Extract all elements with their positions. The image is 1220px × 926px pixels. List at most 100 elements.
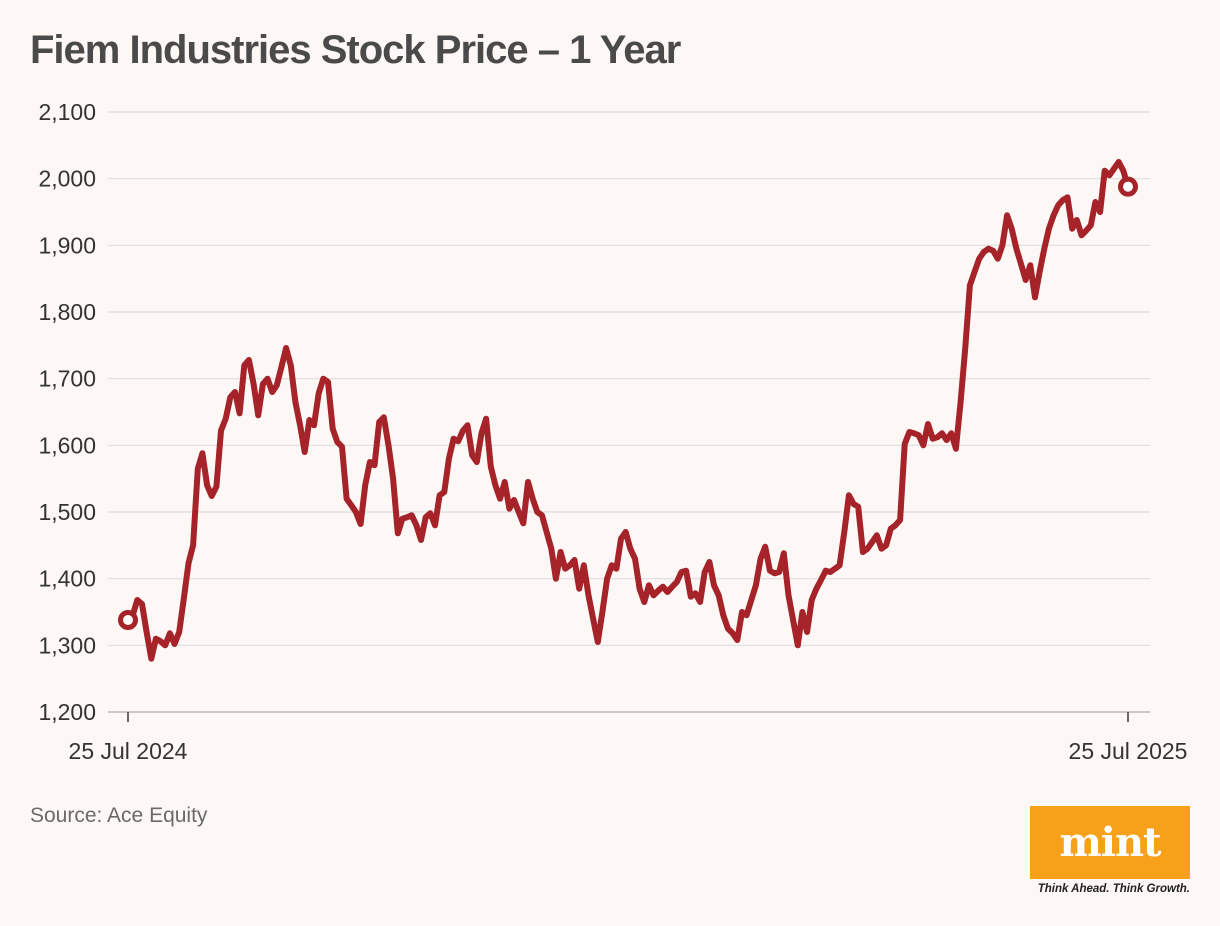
data-point: [386, 443, 391, 448]
data-point: [921, 443, 926, 448]
data-point: [563, 566, 568, 571]
data-point: [819, 578, 824, 583]
data-point: [619, 536, 624, 541]
data-point: [893, 523, 898, 528]
source-note: Source: Ace Equity: [30, 804, 208, 827]
data-point: [721, 613, 726, 618]
data-point: [544, 530, 549, 535]
data-point: [1074, 218, 1079, 223]
data-point: [991, 248, 996, 253]
data-point: [177, 630, 182, 635]
data-point: [260, 382, 265, 387]
data-point: [977, 256, 982, 261]
data-point: [270, 390, 275, 395]
data-point: [567, 563, 572, 568]
data-point: [763, 544, 768, 549]
data-point: [642, 600, 647, 605]
data-point: [832, 566, 837, 571]
data-point: [930, 436, 935, 441]
data-point: [363, 483, 368, 488]
data-point: [1042, 246, 1047, 251]
data-point: [605, 576, 610, 581]
data-point: [1065, 195, 1070, 200]
data-point: [349, 503, 354, 508]
chart-title: Fiem Industries Stock Price – 1 Year: [30, 28, 681, 72]
data-point: [823, 568, 828, 573]
data-point: [758, 556, 763, 561]
data-point: [228, 395, 233, 400]
data-point: [442, 490, 447, 495]
data-point: [330, 426, 335, 431]
data-point: [1032, 295, 1037, 300]
data-point: [591, 616, 596, 621]
data-point: [716, 593, 721, 598]
data-point: [223, 416, 228, 421]
data-point: [791, 618, 796, 623]
data-point: [986, 246, 991, 251]
data-point: [688, 594, 693, 599]
data-point: [335, 440, 340, 445]
data-point: [539, 513, 544, 518]
data-point: [744, 613, 749, 618]
data-point: [595, 640, 600, 645]
data-point: [465, 423, 470, 428]
data-point: [516, 510, 521, 515]
data-point: [163, 643, 168, 648]
data-point: [767, 568, 772, 573]
data-point: [609, 563, 614, 568]
data-point: [1023, 278, 1028, 283]
data-point: [214, 484, 219, 489]
data-point: [451, 436, 456, 441]
data-point: [512, 498, 517, 503]
data-point: [939, 431, 944, 436]
data-point: [446, 456, 451, 461]
data-point: [1014, 246, 1019, 251]
data-point: [428, 511, 433, 516]
data-point: [549, 546, 554, 551]
data-point: [995, 256, 1000, 261]
data-point: [195, 466, 200, 471]
data-point: [232, 390, 237, 395]
data-point: [777, 570, 782, 575]
data-point: [1005, 213, 1010, 218]
data-point: [879, 546, 884, 551]
data-point: [856, 504, 861, 509]
data-point: [395, 531, 400, 536]
data-point: [191, 543, 196, 548]
data-point: [874, 533, 879, 538]
data-point: [135, 598, 140, 603]
data-point: [1060, 198, 1065, 203]
data-point: [377, 420, 382, 425]
data-point: [581, 563, 586, 568]
data-point: [149, 656, 154, 661]
data-point: [1112, 166, 1117, 171]
data-point: [674, 580, 679, 585]
data-point: [628, 546, 633, 551]
data-point: [1088, 223, 1093, 228]
data-point: [526, 480, 531, 485]
data-point: [860, 550, 865, 555]
data-point: [479, 431, 484, 436]
data-point: [321, 376, 326, 381]
data-point: [842, 530, 847, 535]
data-point: [307, 418, 312, 423]
data-point: [302, 450, 307, 455]
data-point: [279, 364, 284, 369]
data-point: [958, 400, 963, 405]
data-point: [381, 415, 386, 420]
data-point: [944, 438, 949, 443]
data-point: [1121, 168, 1126, 173]
data-point: [1079, 233, 1084, 238]
data-point: [535, 510, 540, 515]
data-point: [200, 451, 205, 456]
price-line: [125, 159, 1131, 662]
data-point: [470, 453, 475, 458]
data-point: [707, 560, 712, 565]
data-point: [981, 250, 986, 255]
data-point: [781, 551, 786, 556]
data-point: [1046, 226, 1051, 231]
data-point: [1098, 210, 1103, 215]
y-tick-label: 1,200: [38, 699, 96, 725]
data-point: [665, 590, 670, 595]
y-tick-label: 1,300: [38, 632, 96, 658]
